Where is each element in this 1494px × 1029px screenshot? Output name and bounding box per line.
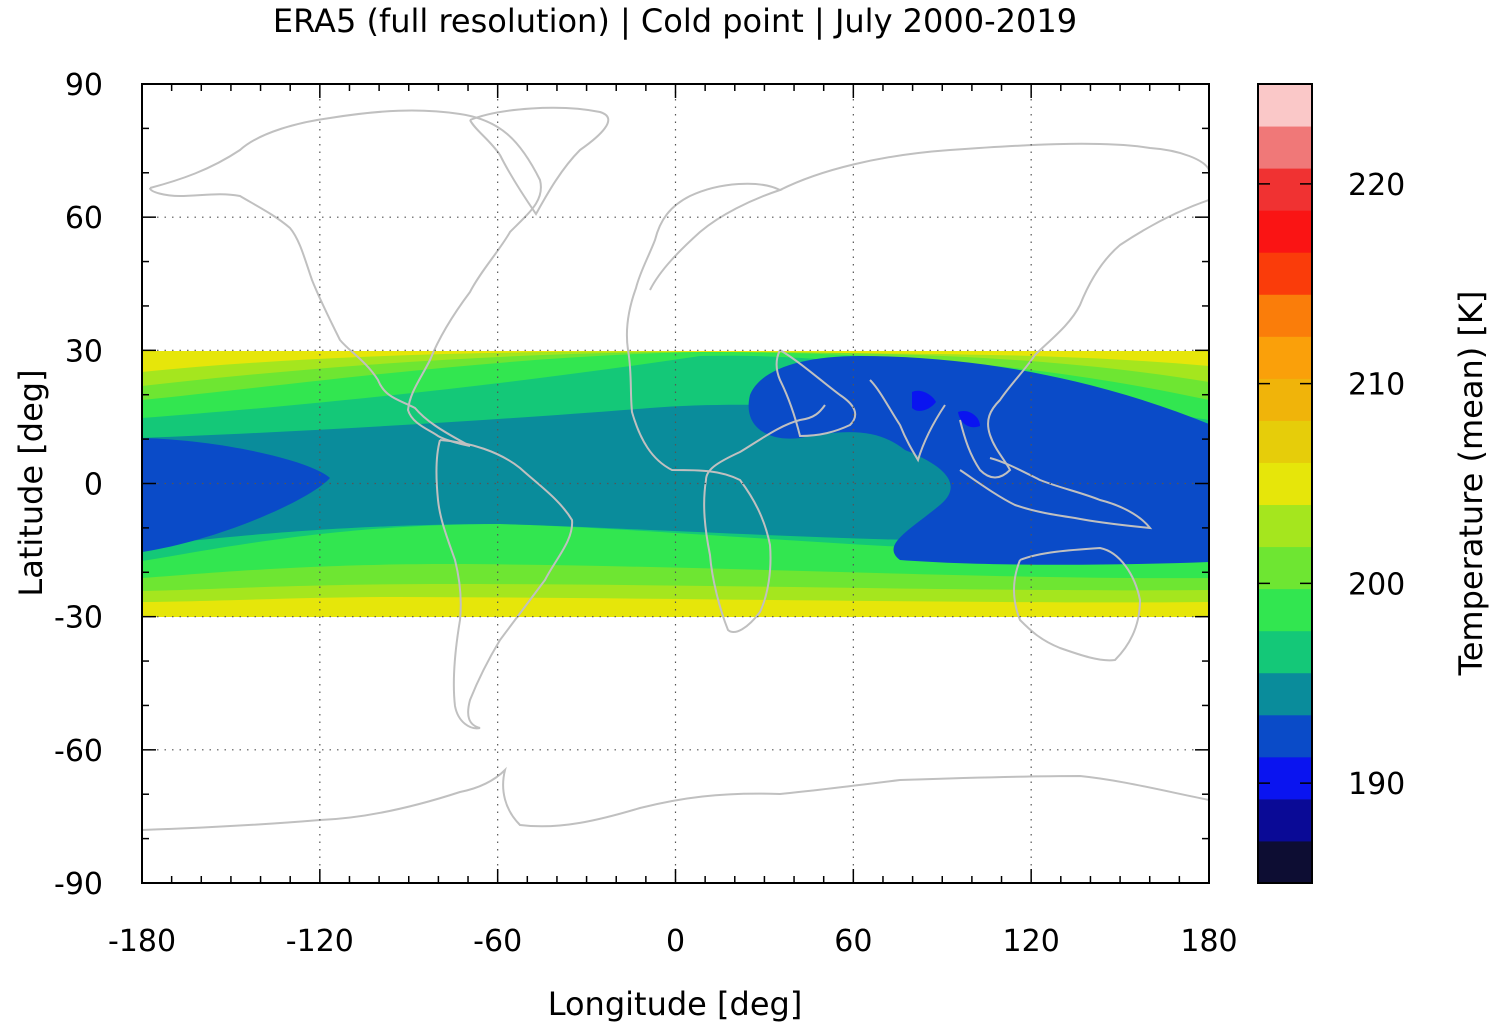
x-tick-label: 0 [666, 924, 685, 959]
y-axis: 90 60 30 0 -30 -60 -90 [54, 68, 1209, 902]
colorbar [1257, 83, 1313, 884]
coast-maritime-continent [959, 457, 1153, 530]
y-axis-label: Latitude [deg] [12, 369, 50, 596]
colorbar-ticks: 190 200 210 220 [1258, 168, 1405, 802]
x-tick-label: 120 [1003, 924, 1060, 959]
colorbar-swatch [1258, 714, 1312, 758]
y-tick-label: 60 [65, 201, 103, 236]
x-axis-label: Longitude [deg] [548, 985, 803, 1023]
colorbar-tick-label: 200 [1348, 567, 1405, 602]
region-central-pacific [142, 438, 330, 552]
x-tick-label: -60 [473, 924, 522, 959]
y-tick-label: -60 [54, 734, 103, 769]
colorbar-swatch [1258, 672, 1312, 716]
coast-asia [779, 142, 1209, 479]
coast-south-america [435, 439, 574, 730]
colorbar-swatch [1258, 378, 1312, 421]
colorbar-swatch [1258, 294, 1312, 337]
colorbar-swatch [1258, 756, 1312, 800]
coast-north-america [149, 109, 542, 447]
y-tick-label: 30 [65, 334, 103, 369]
colorbar-swatch [1258, 798, 1312, 842]
colorbar-swatch [1258, 126, 1312, 169]
y-tick-label: -90 [54, 867, 103, 902]
y-tick-label: -30 [54, 601, 103, 636]
colorbar-swatch [1258, 252, 1312, 295]
colorbar-swatch [1258, 588, 1312, 632]
region-monsoon-warmpool [748, 356, 1209, 565]
colorbar-tick-label: 190 [1348, 767, 1405, 802]
colorbar-tick-label: 210 [1348, 368, 1405, 403]
colorbar-swatch [1258, 504, 1312, 548]
region-cold-core-india [912, 390, 936, 411]
colorbar-label: Temperature (mean) [K] [1452, 291, 1490, 677]
colorbar-tick-label: 220 [1348, 168, 1405, 203]
x-axis: -180 -120 -60 0 60 120 180 [108, 84, 1238, 959]
colorbar-swatch [1258, 630, 1312, 674]
coastlines [142, 106, 1209, 831]
x-tick-label: 180 [1180, 924, 1237, 959]
plot-area [142, 84, 1209, 883]
colorbar-swatch [1258, 168, 1312, 211]
y-tick-label: 90 [65, 68, 103, 103]
chart-title: ERA5 (full resolution) | Cold point | Ju… [273, 2, 1077, 40]
colorbar-swatch [1258, 420, 1312, 463]
grid [142, 84, 1209, 883]
x-tick-label: -120 [286, 924, 354, 959]
colorbar-swatch [1258, 462, 1312, 506]
colorbar-swatch [1258, 210, 1312, 253]
coast-antarctica [142, 766, 1209, 831]
coast-greenland [469, 106, 610, 216]
coast-europe-africa [625, 182, 826, 633]
colorbar-frame [1257, 83, 1313, 884]
colorbar-swatch [1258, 546, 1312, 590]
colorbar-swatch [1258, 336, 1312, 379]
x-tick-label: -180 [108, 924, 176, 959]
minor-ticks [142, 84, 1209, 883]
coast-australia [1013, 546, 1142, 662]
region-cold-core-bay [958, 410, 980, 428]
colorbar-swatch [1258, 840, 1312, 884]
x-tick-label: 60 [834, 924, 872, 959]
coast-arabia-india [775, 349, 946, 463]
y-tick-label: 0 [84, 468, 103, 503]
colorbar-swatch [1258, 84, 1312, 127]
